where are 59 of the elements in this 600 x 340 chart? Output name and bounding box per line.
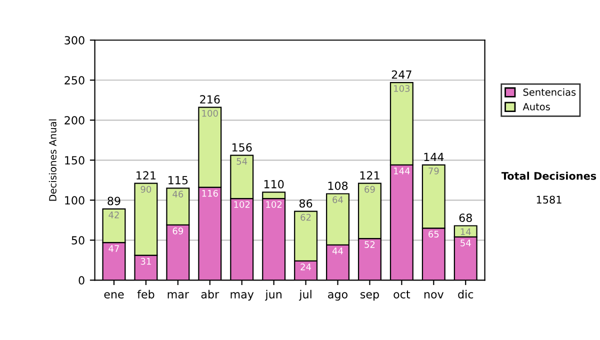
data-label: 42 <box>108 212 119 218</box>
y-tick-label: 0 <box>78 276 84 285</box>
y-tick-label: 250 <box>64 76 84 85</box>
data-label: 100 <box>202 110 218 117</box>
text: Total Decisiones <box>501 172 596 180</box>
total-label: 110 <box>264 180 284 188</box>
data-label: 103 <box>394 85 410 92</box>
total-label: 68 <box>459 214 472 222</box>
total-label: 115 <box>168 176 188 184</box>
total-label: 121 <box>360 171 380 180</box>
x-tick-label: mar <box>168 292 190 298</box>
y-tick-label: 300 <box>64 36 84 44</box>
data-label: 144 <box>394 168 410 174</box>
x-tick-label: nov <box>424 292 444 298</box>
y-tick-label: 50 <box>72 236 84 245</box>
total-label: 156 <box>232 143 252 152</box>
legend-label: Sentencias <box>523 88 576 96</box>
x-tick-label: abr <box>201 290 220 298</box>
data-label: 46 <box>172 190 184 198</box>
x-tick-label: ago <box>328 292 348 301</box>
y-tick-label: 150 <box>65 156 84 165</box>
data-label: 79 <box>428 168 439 174</box>
x-tick-label: oct <box>394 290 410 298</box>
total-label: 247 <box>392 70 412 79</box>
total-label: 216 <box>200 95 220 104</box>
y-axis-title: Decisiones Anual <box>48 119 56 201</box>
legend-label: Autos <box>522 103 550 110</box>
data-label: 69 <box>364 186 375 193</box>
data-label: 102 <box>266 201 282 208</box>
data-label: 69 <box>172 228 184 234</box>
total-label: 108 <box>328 182 348 190</box>
data-label: 62 <box>300 214 311 221</box>
data-label: 116 <box>202 190 218 197</box>
data-label: 44 <box>332 248 343 254</box>
data-label: 52 <box>364 241 375 248</box>
x-tick-label: dic <box>458 290 474 298</box>
y-tick-label: 100 <box>65 196 84 205</box>
x-tick-label: jun <box>265 290 282 301</box>
x-tick-label: may <box>230 292 254 301</box>
total-label: 121 <box>136 171 156 180</box>
data-label: 24 <box>300 264 312 270</box>
x-tick-label: feb <box>137 290 154 298</box>
data-label: 54 <box>236 158 248 165</box>
y-tick-label: 200 <box>64 116 84 125</box>
total-label: 86 <box>299 199 312 208</box>
data-label: 31 <box>140 258 151 265</box>
total-label: 89 <box>108 196 120 206</box>
data-label: 64 <box>332 196 343 204</box>
total-label: 144 <box>424 152 444 162</box>
data-label: 90 <box>140 186 152 193</box>
data-label: 65 <box>428 230 439 238</box>
x-tick-label: ene <box>104 292 124 298</box>
text: 1581 <box>536 196 562 204</box>
data-label: 54 <box>460 240 471 246</box>
x-tick-label: jul <box>298 290 312 301</box>
data-label: 47 <box>108 245 119 252</box>
x-tick-label: sep <box>360 292 379 301</box>
data-label: 14 <box>460 228 471 236</box>
data-label: 102 <box>234 201 250 208</box>
